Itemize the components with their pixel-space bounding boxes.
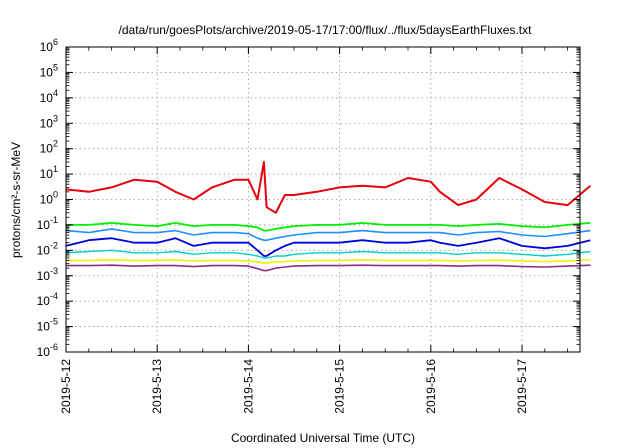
- series-line-5: [65, 249, 591, 259]
- y-tick-label: 104: [40, 88, 58, 105]
- y-tick-label: 106: [40, 37, 58, 54]
- series-line-2: [66, 221, 591, 232]
- y-tick-label: 10-2: [37, 240, 58, 257]
- y-tick-label: 102: [40, 139, 58, 156]
- y-tick-label: 10-1: [37, 215, 58, 232]
- series-line-1: [65, 161, 592, 214]
- y-tick-label: 101: [40, 164, 58, 181]
- series-layer: [65, 161, 592, 272]
- x-tick-label: 2019-5-14: [241, 359, 255, 414]
- y-tick-label: 105: [40, 62, 58, 79]
- series-line-6: [66, 259, 591, 264]
- chart-title: /data/run/goesPlots/archive/2019-05-17/1…: [119, 23, 533, 37]
- x-tick-label: 2019-5-13: [150, 359, 164, 414]
- series-line-3: [65, 228, 591, 241]
- x-tick-label: 2019-5-17: [515, 359, 529, 414]
- y-axis-label: protons/cm²-s-sr-MeV: [9, 142, 23, 258]
- tick-marks: [65, 46, 580, 353]
- series-line-4: [65, 237, 591, 257]
- y-tick-labels: 10-6 10-5 10-4 10-3 10-2 10-1 100 101 102 103 104 1…: [37, 37, 58, 359]
- x-tick-labels: 2019-5-12 2019-5-13 2019-5-14 2019-5-15 2019…: [59, 359, 529, 414]
- x-tick-label: 2019-5-15: [333, 359, 347, 414]
- x-axis-label: Coordinated Universal Time (UTC): [231, 431, 415, 445]
- x-tick-label: 2019-5-12: [59, 359, 73, 414]
- y-tick-label: 10-4: [37, 291, 58, 308]
- y-tick-label: 10-3: [37, 266, 58, 283]
- series-line-7: [66, 264, 591, 272]
- grid: [66, 47, 580, 352]
- x-tick-label: 2019-5-16: [424, 359, 438, 414]
- y-tick-label: 100: [40, 190, 58, 207]
- y-tick-label: 10-6: [37, 342, 58, 359]
- y-tick-label: 10-5: [37, 317, 58, 334]
- y-tick-label: 103: [40, 113, 58, 130]
